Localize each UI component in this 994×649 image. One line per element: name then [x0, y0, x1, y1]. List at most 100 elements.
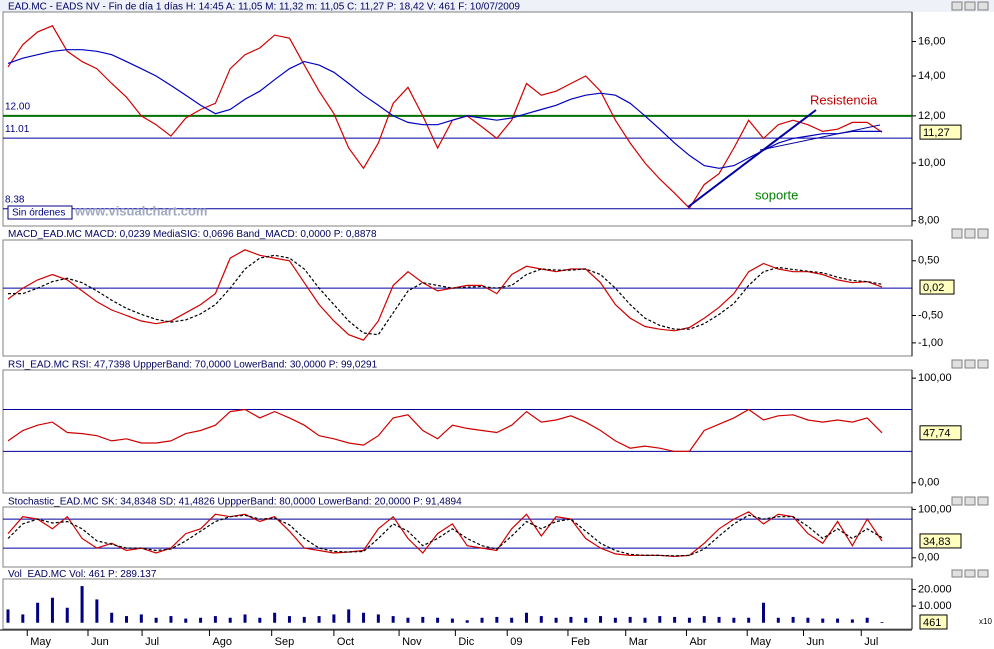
panel-header [0, 358, 994, 370]
y-tick-label: -0,50 [918, 309, 943, 321]
series-line [7, 49, 882, 169]
volume-bar [50, 597, 54, 623]
last-value-label: 11,27 [923, 127, 950, 139]
volume-bar [125, 616, 129, 623]
x-tick-label: Jun [806, 636, 824, 648]
window-button[interactable] [964, 569, 976, 578]
volume-bar [643, 617, 647, 623]
volume-bar [732, 617, 736, 623]
trend-line [687, 109, 817, 208]
window-button[interactable] [951, 496, 963, 506]
volume-bar [80, 586, 84, 623]
volume-bar [539, 616, 543, 623]
volume-bar [776, 617, 780, 623]
x-tick-label: 09 [510, 636, 522, 648]
panel-title: MACD_EAD.MC MACD: 0,0239 MediaSIG: 0,069… [8, 229, 377, 240]
series-line [7, 514, 883, 557]
window-button[interactable] [951, 1, 963, 11]
volume-bar [880, 621, 884, 623]
volume-bar [480, 617, 484, 623]
panel-header [0, 227, 994, 240]
volume-bar [376, 614, 380, 623]
y-tick-label: 14,00 [918, 70, 946, 82]
window-button[interactable] [977, 228, 989, 239]
y-tick-label: 16,00 [918, 35, 946, 47]
window-button[interactable] [964, 496, 976, 506]
volume-bar [302, 616, 306, 623]
volume-bar [791, 616, 795, 623]
x-tick-label: Dic [458, 636, 474, 648]
window-button[interactable] [977, 496, 989, 506]
series-line [7, 408, 883, 452]
last-value-box [919, 124, 962, 140]
y-tick-label: 8,00 [918, 215, 939, 227]
status-label: Sin órdenes [12, 208, 65, 219]
window-button[interactable] [951, 359, 963, 369]
x-tick-label: Jul [864, 636, 878, 648]
series-line [8, 254, 883, 336]
last-value-box [919, 614, 948, 630]
volume-bar [865, 617, 869, 623]
last-value-box [919, 533, 962, 549]
volume-bar [436, 617, 440, 623]
volume-bar [421, 616, 425, 623]
volume-bar [524, 612, 528, 623]
volume-bar [362, 612, 366, 623]
annotation: soporte [755, 187, 798, 202]
x-tick-label: Nov [402, 636, 422, 648]
volume-bar [243, 614, 247, 623]
y-tick-label: 10,00 [918, 157, 946, 169]
volume-bar [213, 616, 217, 623]
window-button[interactable] [977, 1, 989, 11]
window-button[interactable] [977, 569, 989, 578]
window-button[interactable] [964, 359, 976, 369]
volume-bar [747, 617, 751, 623]
volume-bar [95, 599, 99, 623]
volume-bar [406, 617, 410, 623]
x-tick-label: Oct [337, 636, 354, 648]
volume-bar [806, 617, 810, 623]
y-tick-label: 100,00 [918, 503, 952, 515]
panel-title: EAD.MC - EADS NV - Fin de día 1 días H: … [8, 2, 520, 13]
y-tick-label: 0,00 [918, 552, 939, 564]
volume-bar [184, 618, 188, 623]
volume-bar [465, 620, 469, 623]
x-tick-label: Jul [145, 636, 159, 648]
window-button[interactable] [951, 569, 963, 578]
volume-bar [169, 616, 173, 623]
volume-bar [717, 616, 721, 623]
last-value-box [919, 425, 962, 441]
volume-bar [673, 616, 677, 623]
volume-bar [287, 616, 291, 623]
volume-bar [821, 618, 825, 623]
window-button[interactable] [951, 228, 963, 239]
last-value-box [919, 279, 955, 295]
band-label: 11.01 [5, 124, 30, 135]
panel-title: Vol_EAD.MC Vol: 461 P: 289.137 [8, 569, 157, 580]
series-line [7, 511, 883, 558]
volume-bar [36, 602, 40, 623]
volume-bar [495, 616, 499, 623]
x-tick-label: Feb [571, 636, 590, 648]
band-label: 8.38 [5, 194, 25, 205]
x-tick-label: May [30, 636, 51, 648]
volume-bar [599, 616, 603, 623]
band-label: 12.00 [5, 102, 30, 113]
volume-bar [332, 614, 336, 623]
panel-header [0, 0, 994, 12]
last-value-label: 47,74 [923, 428, 951, 440]
y-tick-label: 12,00 [918, 110, 946, 122]
annotation: Resistencia [810, 92, 878, 107]
volume-bar [761, 602, 765, 623]
window-button[interactable] [964, 228, 976, 239]
volume-bar [850, 619, 854, 623]
volume-bar [258, 617, 262, 623]
volume-bar [569, 616, 573, 623]
window-button[interactable] [977, 359, 989, 369]
last-value-label: 461 [923, 617, 941, 629]
series-line [7, 25, 883, 210]
series-line [7, 249, 883, 341]
volume-bar [6, 609, 10, 623]
window-button[interactable] [964, 1, 976, 11]
